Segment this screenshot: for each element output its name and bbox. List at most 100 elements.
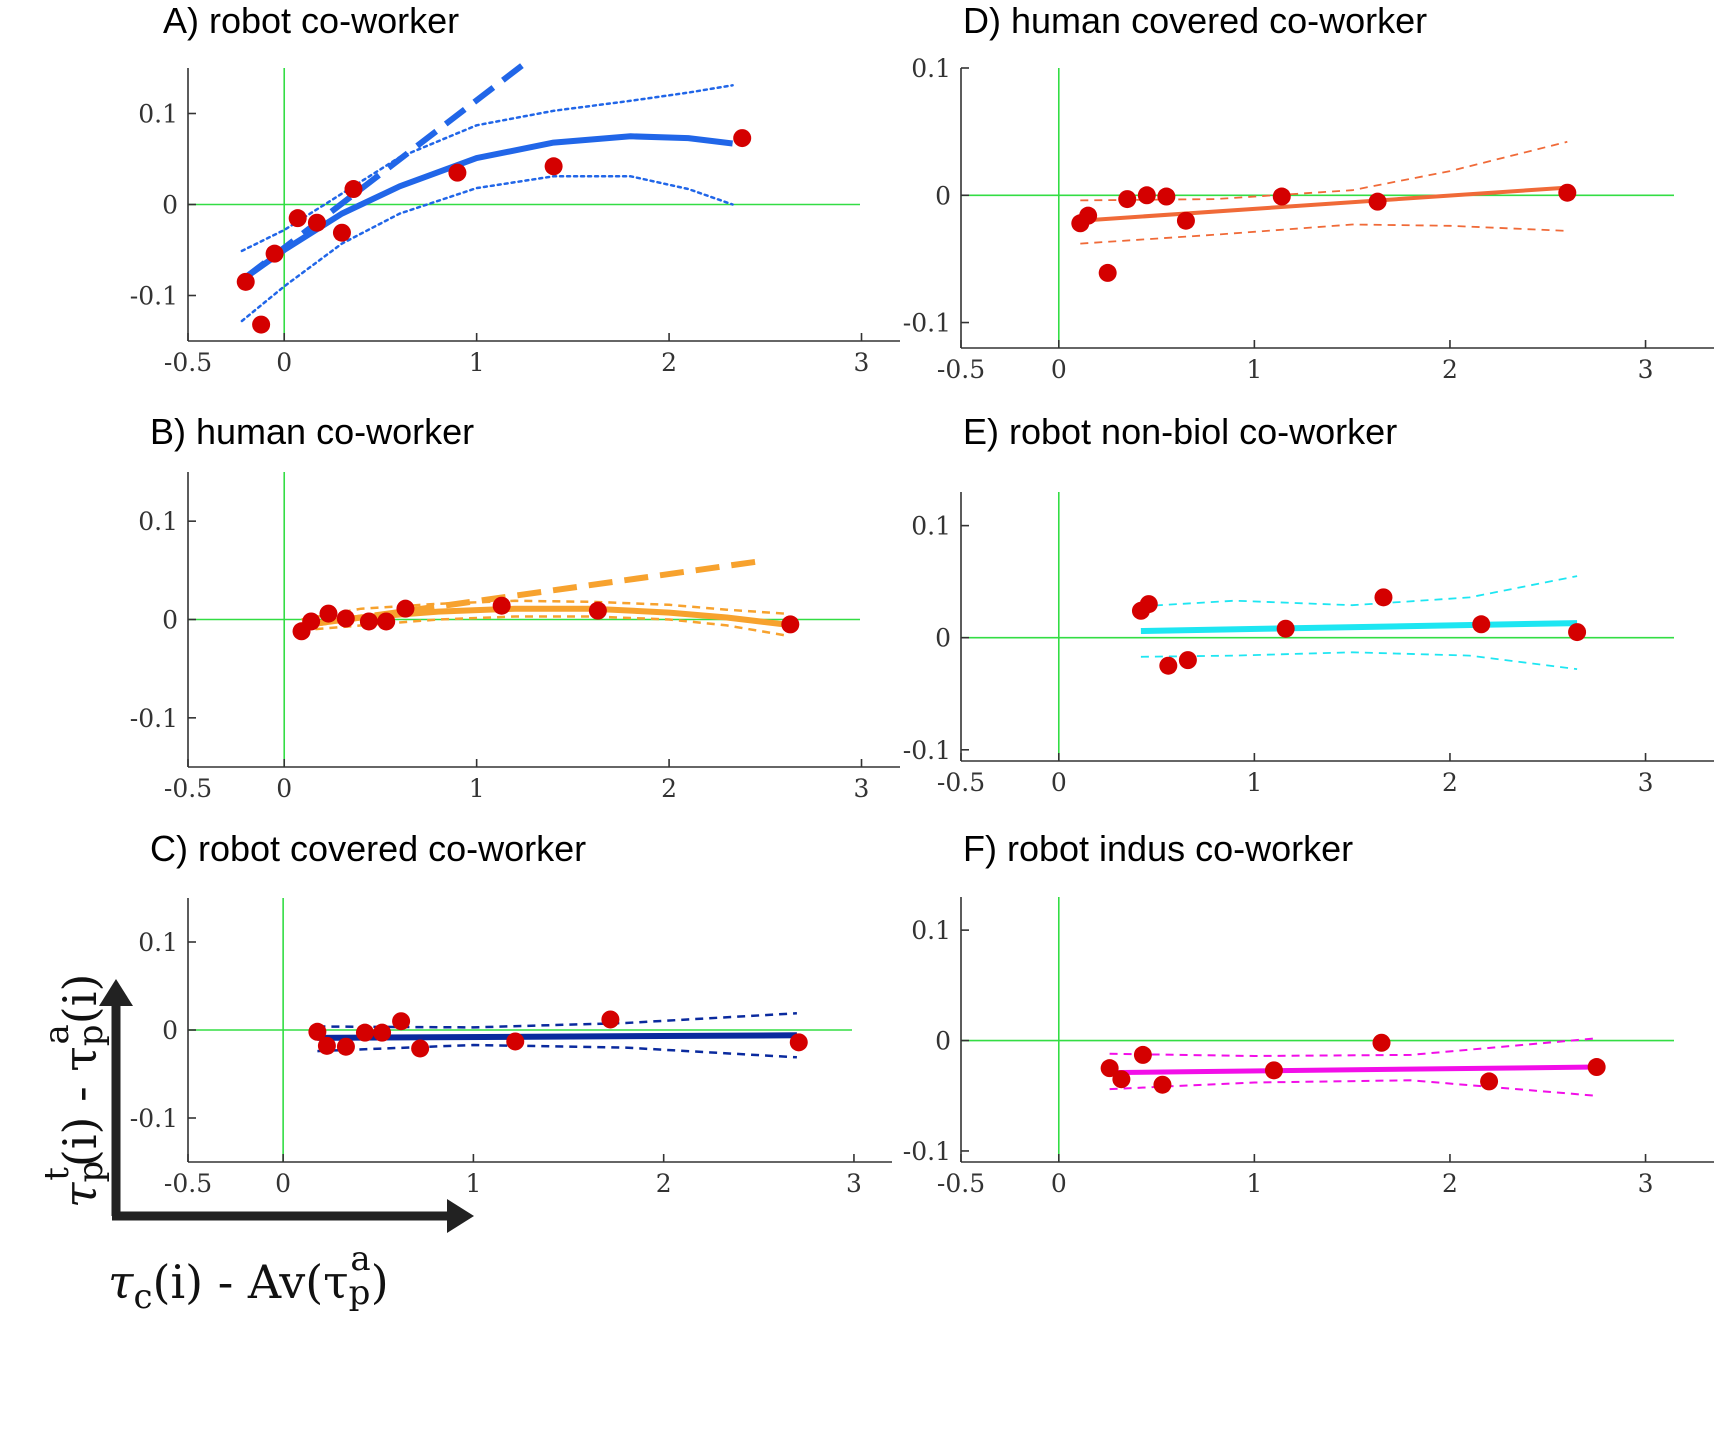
data-point (492, 596, 511, 615)
data-point (789, 1033, 808, 1052)
data-point (236, 272, 255, 291)
data-point (252, 315, 271, 334)
y-label-rest: (i) - τ (53, 1046, 107, 1167)
x-axis-legend-label: τc(i) - Av(τpa) (108, 1239, 389, 1317)
plot-area-B: -0.5 0 1 2 3 -0.1 0 0.1 (130, 472, 900, 803)
y-tick-label: 0.1 (911, 54, 951, 83)
y-tick-label: 0.1 (138, 507, 178, 536)
x-tick-label: -0.5 (164, 348, 212, 377)
x-tick-label: 1 (1246, 355, 1262, 384)
panel-title-C: C) robot covered co-worker (150, 828, 586, 869)
data-point (396, 599, 415, 618)
y-label-sub2: p (71, 1025, 111, 1047)
y-tick-label: 0 (935, 624, 951, 653)
x-label-rest: (i) - Av(τ (153, 1255, 349, 1309)
y-label-sup: t (37, 1167, 77, 1181)
x-tick-label: 3 (846, 1169, 862, 1198)
data-point (1133, 1045, 1152, 1064)
y-tick-label: 0.1 (911, 512, 951, 541)
x-tick-label: -0.5 (937, 355, 985, 384)
data-point (1374, 588, 1393, 607)
x-tick-label: 1 (1246, 768, 1262, 797)
ci-upper-line (1109, 1037, 1597, 1057)
x-arrow-head (447, 1199, 474, 1233)
x-label-sub2: p (349, 1273, 371, 1313)
data-point (1139, 595, 1158, 614)
axes-legend: τc(i) - Av(τpa) τpt(i) - τpa(i) (37, 974, 474, 1317)
ci-lower-line (1109, 1079, 1597, 1097)
y-tick-label: -0.1 (903, 736, 951, 765)
fit-line (1140, 620, 1578, 634)
y-label-sup2: a (37, 1024, 77, 1044)
x-tick-label: 3 (1638, 1169, 1654, 1198)
x-tick-label: 3 (854, 348, 870, 377)
x-tick-label: 0 (276, 774, 292, 803)
data-point (308, 1022, 327, 1041)
x-tick-label: -0.5 (937, 768, 985, 797)
x-tick-label: 2 (1442, 355, 1458, 384)
panel-title-D: D) human covered co-worker (963, 0, 1427, 41)
data-point (355, 1023, 374, 1042)
x-tick-label: 1 (1246, 1169, 1262, 1198)
y-axis-legend-label: τpt(i) - τpa(i) (37, 974, 111, 1208)
x-tick-label: 2 (1442, 768, 1458, 797)
fit-line (1109, 1064, 1597, 1076)
plot-area-A: -0.5 0 1 2 3 -0.1 0 0.1 (130, 61, 900, 377)
x-tick-label: 1 (469, 348, 485, 377)
x-label-sup2: a (350, 1239, 370, 1279)
data-point (1480, 1072, 1499, 1091)
y-tick-label: 0 (162, 606, 178, 635)
x-tick-label: -0.5 (937, 1169, 985, 1198)
data-point (1098, 263, 1117, 282)
ci-lower-line (1140, 651, 1578, 670)
data-point (1558, 183, 1577, 202)
data-point (336, 609, 355, 628)
data-point (1272, 187, 1291, 206)
data-point (1587, 1058, 1606, 1077)
data-point (1178, 651, 1197, 670)
x-label-end: ) (371, 1255, 389, 1309)
fit-line (317, 1032, 797, 1041)
x-tick-label: 0 (275, 1169, 291, 1198)
data-point (1372, 1033, 1391, 1052)
y-axis-legend-label-group: τpt(i) - τpa(i) (37, 974, 111, 1208)
y-tick-label: 0.1 (911, 916, 951, 945)
fit-line (1080, 185, 1568, 223)
data-point (1118, 190, 1137, 209)
y-tick-label: -0.1 (130, 1104, 178, 1133)
x-tick-label: 0 (1051, 768, 1067, 797)
data-point (1100, 1059, 1119, 1078)
ci-upper-line (301, 599, 785, 621)
data-point (1472, 615, 1491, 634)
data-point (1276, 619, 1295, 638)
data-point (373, 1023, 392, 1042)
panel-title-B: B) human co-worker (150, 411, 474, 452)
plot-area-D: -0.5 0 1 2 3 -0.1 0 0.1 (903, 54, 1714, 384)
plot-area-E: -0.5 0 1 2 3 -0.1 0 0.1 (903, 492, 1714, 797)
y-tick-label: 0 (935, 181, 951, 210)
x-tick-label: 2 (656, 1169, 672, 1198)
x-tick-label: 3 (1638, 355, 1654, 384)
y-tick-label: -0.1 (130, 282, 178, 311)
x-tick-label: -0.5 (164, 1169, 212, 1198)
x-tick-label: 0 (1051, 355, 1067, 384)
data-point (733, 129, 752, 148)
data-point (392, 1012, 411, 1031)
x-label-tau: τ (108, 1255, 135, 1309)
data-point (307, 213, 326, 232)
x-tick-label: 2 (1442, 1169, 1458, 1198)
x-tick-label: 3 (1638, 768, 1654, 797)
x-tick-label: -0.5 (164, 774, 212, 803)
data-point (1368, 192, 1387, 211)
panel-A: A) robot co-worker -0.5 0 1 2 3 -0.1 0 0.1 (130, 0, 900, 377)
y-tick-label: 0 (162, 191, 178, 220)
x-tick-label: 2 (661, 774, 677, 803)
y-label-sub: p (71, 1161, 111, 1183)
data-point (1112, 1070, 1131, 1089)
ci-lower-line (317, 1043, 797, 1059)
y-tick-label: 0.1 (138, 928, 178, 957)
data-point (544, 157, 563, 176)
panel-B: B) human co-worker -0.5 0 1 2 3 -0.1 0 0.1 (130, 411, 900, 803)
panel-title-F: F) robot indus co-worker (963, 828, 1353, 869)
